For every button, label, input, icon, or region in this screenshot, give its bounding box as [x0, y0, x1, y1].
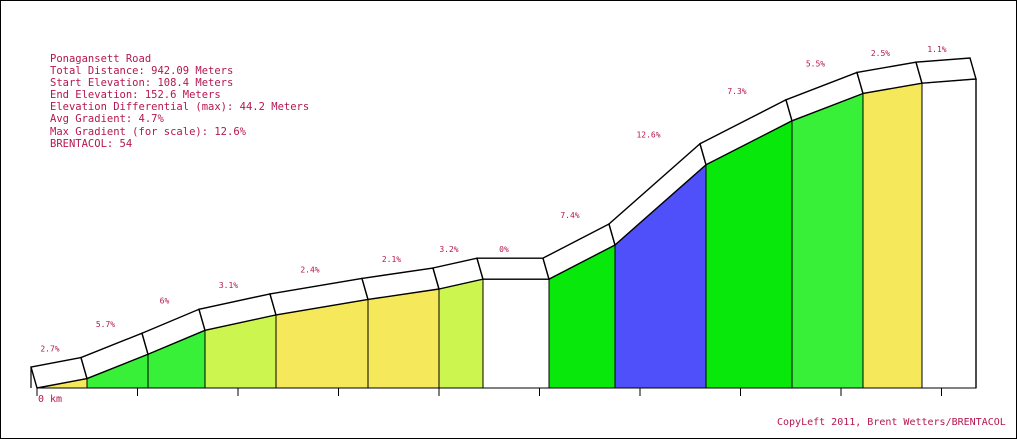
stat-end-elevation: End Elevation: 152.6 Meters	[50, 89, 221, 102]
road-band-segment	[915, 57, 977, 84]
copyleft-credit: CopyLeft 2011, Brent Wetters/BRENTACOL	[777, 417, 1006, 428]
stat-avg-gradient: Avg Gradient: 4.7%	[50, 113, 164, 126]
x-axis-start-label: 0 km	[38, 394, 63, 405]
gradient-segment-fill	[438, 278, 484, 389]
road-band-segment	[476, 257, 550, 280]
gradient-label: 6%	[160, 296, 170, 305]
gradient-label: 7.3%	[727, 87, 746, 96]
gradient-segment-fill	[862, 82, 923, 389]
gradient-label: 2.7%	[40, 345, 59, 354]
gradient-label: 2.1%	[382, 255, 401, 264]
gradient-label: 3.1%	[219, 281, 238, 290]
gradient-segment-fill	[791, 92, 864, 389]
stat-brentacol: BRENTACOL: 54	[50, 137, 133, 150]
gradient-segment-fill	[367, 288, 440, 389]
gradient-label: 2.5%	[871, 49, 890, 58]
gradient-label: 7.4%	[560, 211, 579, 220]
gradient-segment-fill	[921, 78, 977, 389]
gradient-segment-fill	[482, 278, 550, 389]
stat-max-gradient: Max Gradient (for scale): 12.6%	[50, 125, 246, 138]
gradient-segment-fill	[705, 119, 793, 389]
gradient-label: 0%	[499, 245, 509, 254]
gradient-label: 2.4%	[300, 265, 319, 274]
gradient-label: 1.1%	[927, 45, 946, 54]
gradient-label: 5.5%	[806, 59, 825, 68]
stats-block: Ponagansett Road Total Distance: 942.09 …	[50, 53, 309, 150]
gradient-label: 3.2%	[439, 245, 458, 254]
gradient-label: 12.6%	[636, 131, 660, 140]
stat-start-elevation: Start Elevation: 108.4 Meters	[50, 77, 234, 90]
road-name: Ponagansett Road	[50, 53, 152, 65]
gradient-label: 5.7%	[96, 320, 115, 329]
stat-elevation-differential: Elevation Differential (max): 44.2 Meter…	[50, 101, 310, 114]
stat-total-distance: Total Distance: 942.09 Meters	[50, 65, 234, 78]
